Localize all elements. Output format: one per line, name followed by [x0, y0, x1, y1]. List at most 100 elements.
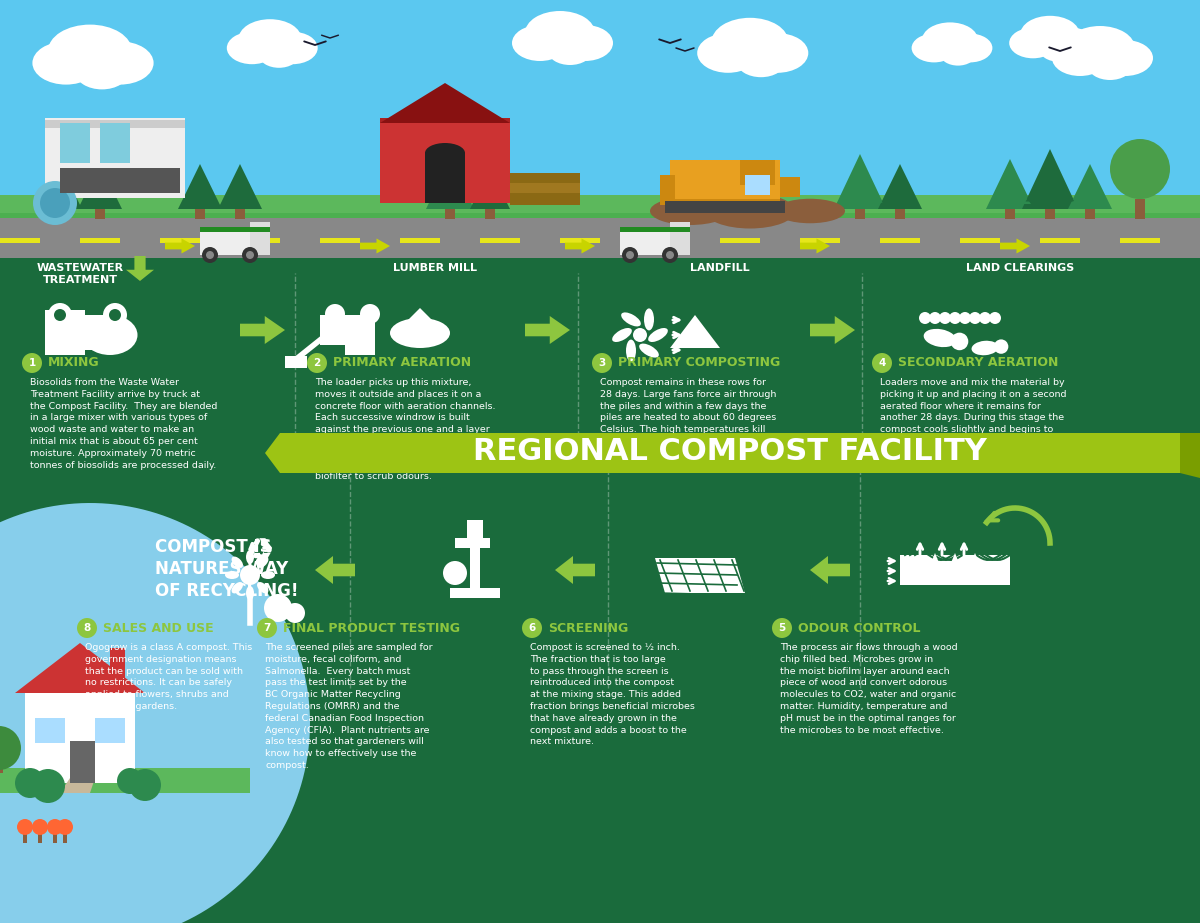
Circle shape [246, 251, 254, 259]
Circle shape [32, 819, 48, 835]
Bar [1135, 199, 1145, 219]
Bar [200, 227, 270, 255]
Ellipse shape [941, 43, 976, 66]
Polygon shape [265, 433, 1180, 473]
Polygon shape [430, 174, 470, 204]
Bar [38, 828, 42, 843]
Polygon shape [989, 174, 1031, 204]
Bar [400, 238, 440, 243]
Polygon shape [554, 556, 595, 584]
Ellipse shape [1097, 40, 1153, 76]
Bar [95, 204, 106, 219]
Bar [1040, 238, 1080, 243]
Circle shape [202, 247, 218, 263]
Polygon shape [834, 154, 886, 209]
Bar [235, 204, 245, 219]
Ellipse shape [257, 557, 269, 568]
Polygon shape [41, 178, 79, 205]
Circle shape [22, 353, 42, 373]
Ellipse shape [650, 197, 730, 225]
Bar [640, 238, 680, 243]
Text: WASTEWATER
TREATMENT: WASTEWATER TREATMENT [36, 263, 124, 284]
Circle shape [772, 618, 792, 638]
Ellipse shape [1020, 16, 1080, 54]
Polygon shape [670, 315, 720, 348]
Circle shape [634, 328, 647, 342]
Text: LANDFILL: LANDFILL [690, 263, 750, 273]
Circle shape [103, 303, 127, 327]
Polygon shape [126, 256, 154, 281]
Bar [895, 204, 905, 219]
Bar [250, 222, 270, 255]
Bar [0, 768, 250, 793]
Bar [110, 648, 125, 678]
Text: PRIMARY AERATION: PRIMARY AERATION [334, 356, 472, 369]
Ellipse shape [268, 31, 318, 65]
Bar [467, 520, 482, 540]
Bar [35, 718, 65, 743]
Circle shape [0, 726, 22, 770]
Circle shape [622, 247, 638, 263]
Ellipse shape [912, 33, 956, 63]
Polygon shape [470, 169, 510, 209]
Circle shape [979, 312, 991, 324]
Text: Loaders move and mix the material by
picking it up and placing it on a second
ae: Loaders move and mix the material by pic… [880, 378, 1067, 458]
Bar [480, 238, 520, 243]
Bar [320, 315, 374, 345]
Ellipse shape [1066, 26, 1135, 70]
Ellipse shape [737, 46, 785, 78]
Bar [70, 741, 95, 783]
Text: LUMBER MILL: LUMBER MILL [394, 263, 478, 273]
Ellipse shape [948, 33, 992, 63]
Bar [286, 356, 307, 368]
Bar [620, 227, 690, 232]
Polygon shape [218, 164, 262, 209]
Ellipse shape [775, 198, 845, 223]
Text: SCREENING: SCREENING [548, 621, 629, 634]
Circle shape [48, 303, 72, 327]
Ellipse shape [526, 11, 595, 55]
Bar [800, 238, 840, 243]
Bar [670, 160, 780, 205]
Bar [0, 743, 2, 773]
Text: REGIONAL COMPOST FACILITY: REGIONAL COMPOST FACILITY [473, 438, 986, 466]
Bar [0, 468, 1200, 923]
Circle shape [109, 309, 121, 321]
Text: The loader picks up this mixture,
moves it outside and places it on a
concrete f: The loader picks up this mixture, moves … [314, 378, 496, 482]
Text: ODOUR CONTROL: ODOUR CONTROL [798, 621, 920, 634]
Bar [1120, 238, 1160, 243]
Polygon shape [1070, 178, 1109, 205]
Bar [485, 204, 496, 219]
Bar [200, 227, 270, 232]
Ellipse shape [924, 329, 956, 347]
Polygon shape [986, 159, 1034, 209]
Ellipse shape [746, 33, 809, 73]
Bar [510, 181, 580, 193]
Circle shape [206, 251, 214, 259]
Bar [450, 588, 500, 598]
Circle shape [257, 618, 277, 638]
Bar [64, 828, 67, 843]
Polygon shape [166, 238, 194, 254]
Text: MIXING: MIXING [48, 356, 100, 369]
Bar [0, 213, 1200, 223]
Bar [240, 238, 280, 243]
Bar [23, 828, 28, 843]
Circle shape [242, 247, 258, 263]
Circle shape [286, 603, 305, 623]
Bar [425, 153, 466, 203]
Bar [80, 238, 120, 243]
Polygon shape [395, 308, 445, 333]
Ellipse shape [83, 315, 138, 355]
Bar [100, 123, 130, 163]
Bar [1045, 204, 1055, 219]
Ellipse shape [622, 312, 641, 327]
Circle shape [872, 353, 892, 373]
Circle shape [522, 618, 542, 638]
Polygon shape [1000, 238, 1030, 254]
Polygon shape [181, 178, 220, 205]
Text: 7: 7 [263, 623, 271, 633]
Ellipse shape [644, 308, 654, 330]
Polygon shape [473, 182, 508, 207]
Ellipse shape [1009, 28, 1057, 58]
